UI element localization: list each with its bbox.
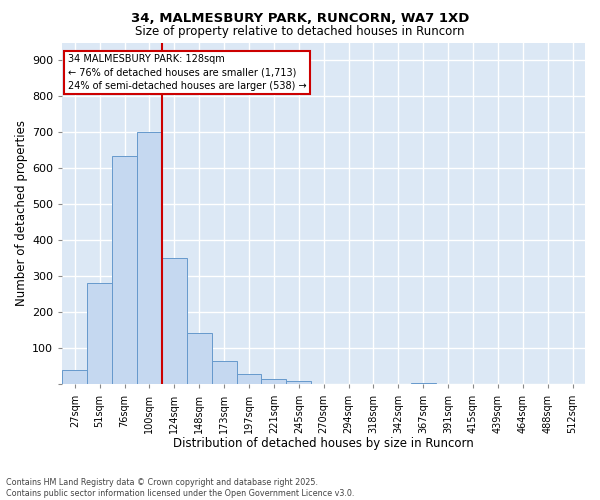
Bar (137, 132, 162, 384)
Bar (212, 361, 236, 384)
Bar (112, 156, 137, 384)
Text: Size of property relative to detached houses in Runcorn: Size of property relative to detached ho… (135, 25, 465, 38)
Bar (286, 381, 311, 384)
Text: Contains HM Land Registry data © Crown copyright and database right 2025.
Contai: Contains HM Land Registry data © Crown c… (6, 478, 355, 498)
X-axis label: Distribution of detached houses by size in Runcorn: Distribution of detached houses by size … (173, 437, 474, 450)
Bar (236, 374, 262, 384)
Bar (187, 334, 212, 384)
Bar (62, 370, 87, 384)
Bar (87, 282, 112, 384)
Text: 34, MALMESBURY PARK, RUNCORN, WA7 1XD: 34, MALMESBURY PARK, RUNCORN, WA7 1XD (131, 12, 469, 26)
Bar (162, 258, 187, 384)
Text: 34 MALMESBURY PARK: 128sqm
← 76% of detached houses are smaller (1,713)
24% of s: 34 MALMESBURY PARK: 128sqm ← 76% of deta… (68, 54, 306, 91)
Bar (262, 379, 286, 384)
Y-axis label: Number of detached properties: Number of detached properties (15, 120, 28, 306)
Bar (411, 382, 436, 384)
